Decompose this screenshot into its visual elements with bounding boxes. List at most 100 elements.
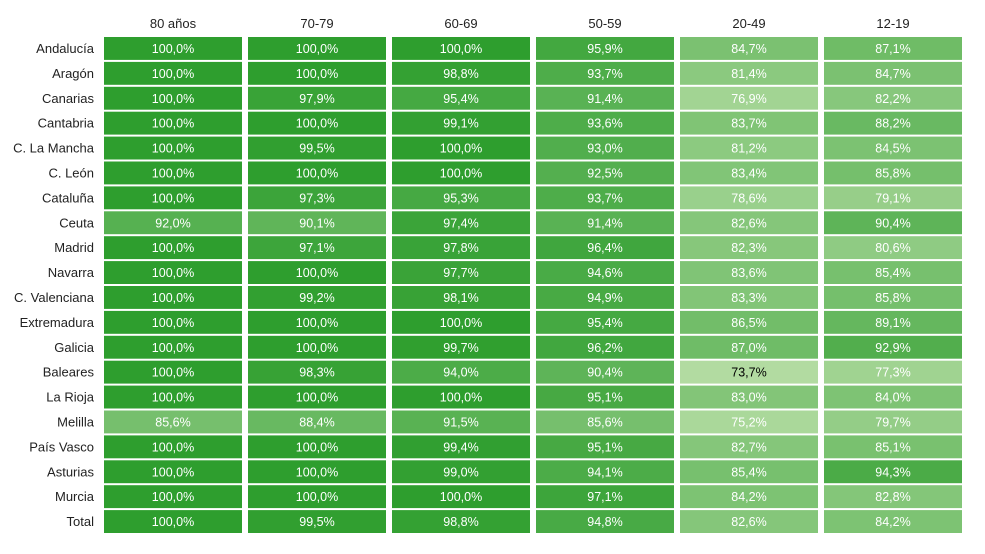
cell-value-label: 94,8%	[587, 515, 622, 529]
heatmap-cell	[248, 435, 386, 459]
heatmap-cell	[536, 236, 674, 260]
cell-value-label: 100,0%	[440, 142, 482, 156]
heatmap-cell	[392, 111, 530, 135]
heatmap-cell	[104, 385, 242, 409]
cell-value-label: 100,0%	[296, 117, 338, 131]
row-label: País Vasco	[29, 439, 94, 454]
cell-value-label: 92,9%	[875, 341, 910, 355]
heatmap-cell	[248, 460, 386, 484]
heatmap-cell	[680, 61, 818, 85]
cell-value-label: 76,9%	[731, 92, 766, 106]
heatmap-cell	[104, 510, 242, 533]
heatmap-cell	[536, 335, 674, 359]
heatmap-cell	[824, 310, 962, 334]
cell-value-label: 81,4%	[731, 67, 766, 81]
cell-value-label: 97,1%	[587, 490, 622, 504]
heatmap-cell	[824, 510, 962, 533]
heatmap-cell	[680, 211, 818, 235]
cell-value-label: 82,6%	[731, 216, 766, 230]
row-label: Ceuta	[59, 215, 94, 230]
cell-value-label: 97,9%	[299, 92, 334, 106]
cell-value-label: 100,0%	[152, 490, 194, 504]
cell-value-label: 73,7%	[731, 366, 766, 380]
heatmap-cell	[536, 286, 674, 309]
cell-value-label: 99,5%	[299, 515, 334, 529]
heatmap-cell	[824, 111, 962, 135]
heatmap-cell	[680, 360, 818, 384]
heatmap-cell	[824, 86, 962, 110]
cell-value-label: 84,2%	[731, 490, 766, 504]
cell-value-label: 100,0%	[440, 42, 482, 56]
cell-value-label: 82,6%	[731, 515, 766, 529]
heatmap-cell	[248, 310, 386, 334]
heatmap-cell	[536, 485, 674, 509]
heatmap-cell	[104, 435, 242, 459]
cell-value-label: 100,0%	[440, 166, 482, 180]
cell-value-label: 100,0%	[152, 291, 194, 305]
heatmap-cell	[824, 410, 962, 434]
heatmap-cell	[104, 410, 242, 434]
cell-value-label: 92,0%	[155, 216, 190, 230]
row-label: La Rioja	[46, 390, 94, 405]
row-label: Galicia	[54, 340, 95, 355]
column-label: 50-59	[588, 16, 621, 31]
row-label: Madrid	[54, 240, 94, 255]
column-label: 12-19	[876, 16, 909, 31]
row-label: Navarra	[48, 265, 95, 280]
cell-value-label: 89,1%	[875, 316, 910, 330]
cell-value-label: 91,4%	[587, 216, 622, 230]
heatmap-cell	[680, 510, 818, 533]
heatmap-cell	[824, 335, 962, 359]
heatmap-cell	[680, 261, 818, 284]
cell-value-label: 100,0%	[296, 67, 338, 81]
row-label: C. Valenciana	[14, 290, 95, 305]
cell-value-label: 100,0%	[296, 42, 338, 56]
heatmap-cell	[824, 61, 962, 85]
heatmap-cell	[104, 286, 242, 309]
cell-value-label: 82,7%	[731, 440, 766, 454]
heatmap-cell	[680, 286, 818, 309]
row-labels: Andalucía Aragón Canarias Cantabria C. La Ma…	[13, 41, 95, 529]
cell-value-label: 98,3%	[299, 366, 334, 380]
heatmap-cell	[248, 61, 386, 85]
cell-value-label: 97,8%	[443, 241, 478, 255]
heatmap-cell	[536, 211, 674, 235]
heatmap-cell	[536, 161, 674, 185]
cell-value-label: 87,1%	[875, 42, 910, 56]
cell-value-label: 84,7%	[731, 42, 766, 56]
heatmap-cell	[824, 385, 962, 409]
cell-value-label: 100,0%	[152, 191, 194, 205]
cell-value-label: 95,3%	[443, 191, 478, 205]
cell-value-label: 98,8%	[443, 515, 478, 529]
cell-value-label: 100,0%	[152, 391, 194, 405]
cell-value-label: 100,0%	[152, 67, 194, 81]
cell-value-label: 100,0%	[296, 166, 338, 180]
cell-value-label: 94,3%	[875, 465, 910, 479]
heatmap-cell	[248, 37, 386, 60]
heatmap-cell	[824, 460, 962, 484]
heatmap-cell	[248, 136, 386, 160]
heatmap-cell	[392, 236, 530, 260]
cell-value-label: 84,5%	[875, 142, 910, 156]
heatmap-cell	[392, 136, 530, 160]
cell-value-label: 100,0%	[296, 391, 338, 405]
heatmap-cell	[680, 335, 818, 359]
row-label: Cantabria	[38, 116, 95, 131]
heatmap-cell	[536, 37, 674, 60]
cell-value-label: 100,0%	[440, 391, 482, 405]
heatmap-cell	[248, 510, 386, 533]
heatmap-cell	[536, 86, 674, 110]
cell-value-label: 98,8%	[443, 67, 478, 81]
column-label: 80 años	[150, 16, 197, 31]
cell-value-label: 79,1%	[875, 191, 910, 205]
cell-value-label: 81,2%	[731, 142, 766, 156]
cell-value-label: 85,4%	[875, 266, 910, 280]
column-labels: 80 años 70-79 60-69 50-59 20-49 12-19	[150, 16, 910, 31]
heatmap-cell	[536, 111, 674, 135]
cell-value-label: 98,1%	[443, 291, 478, 305]
row-label: C. La Mancha	[13, 141, 95, 156]
cell-value-label: 99,7%	[443, 341, 478, 355]
cell-value-label: 88,2%	[875, 117, 910, 131]
heatmap-cell	[536, 310, 674, 334]
